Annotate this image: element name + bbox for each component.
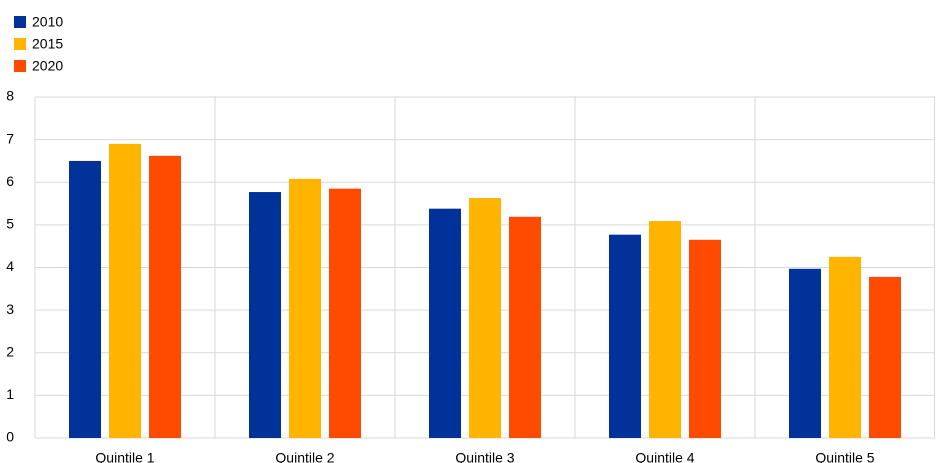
legend-swatch <box>14 60 26 72</box>
x-tick-label: Quintile 5 <box>815 450 874 463</box>
bar <box>469 198 501 438</box>
y-tick-label: 8 <box>6 88 14 104</box>
y-tick-label: 3 <box>6 301 14 317</box>
y-tick-label: 1 <box>6 386 14 402</box>
y-tick-label: 6 <box>6 173 14 189</box>
x-tick-label: Quintile 1 <box>95 450 154 463</box>
bar <box>329 188 361 438</box>
bar <box>149 155 181 438</box>
x-tick-label: Quintile 3 <box>455 450 514 463</box>
bar <box>429 208 461 438</box>
legend-label: 2010 <box>32 14 63 30</box>
legend-swatch <box>14 16 26 28</box>
y-tick-label: 2 <box>6 343 14 359</box>
bar <box>249 192 281 438</box>
bar <box>789 268 821 438</box>
y-tick-label: 4 <box>6 258 14 274</box>
y-tick-label: 5 <box>6 216 14 232</box>
legend-label: 2015 <box>32 36 63 52</box>
bar <box>649 221 681 438</box>
legend-swatch <box>14 38 26 50</box>
bar <box>509 216 541 438</box>
bar <box>829 256 861 438</box>
y-tick-label: 7 <box>6 130 14 146</box>
bar <box>69 160 101 438</box>
x-tick-label: Quintile 4 <box>635 450 694 463</box>
bar <box>109 143 141 438</box>
legend-label: 2020 <box>32 58 63 74</box>
bar <box>289 178 321 438</box>
x-tick-label: Quintile 2 <box>275 450 334 463</box>
y-tick-label: 0 <box>6 429 14 445</box>
bar <box>609 234 641 438</box>
bar <box>869 276 901 438</box>
bar <box>689 239 721 438</box>
